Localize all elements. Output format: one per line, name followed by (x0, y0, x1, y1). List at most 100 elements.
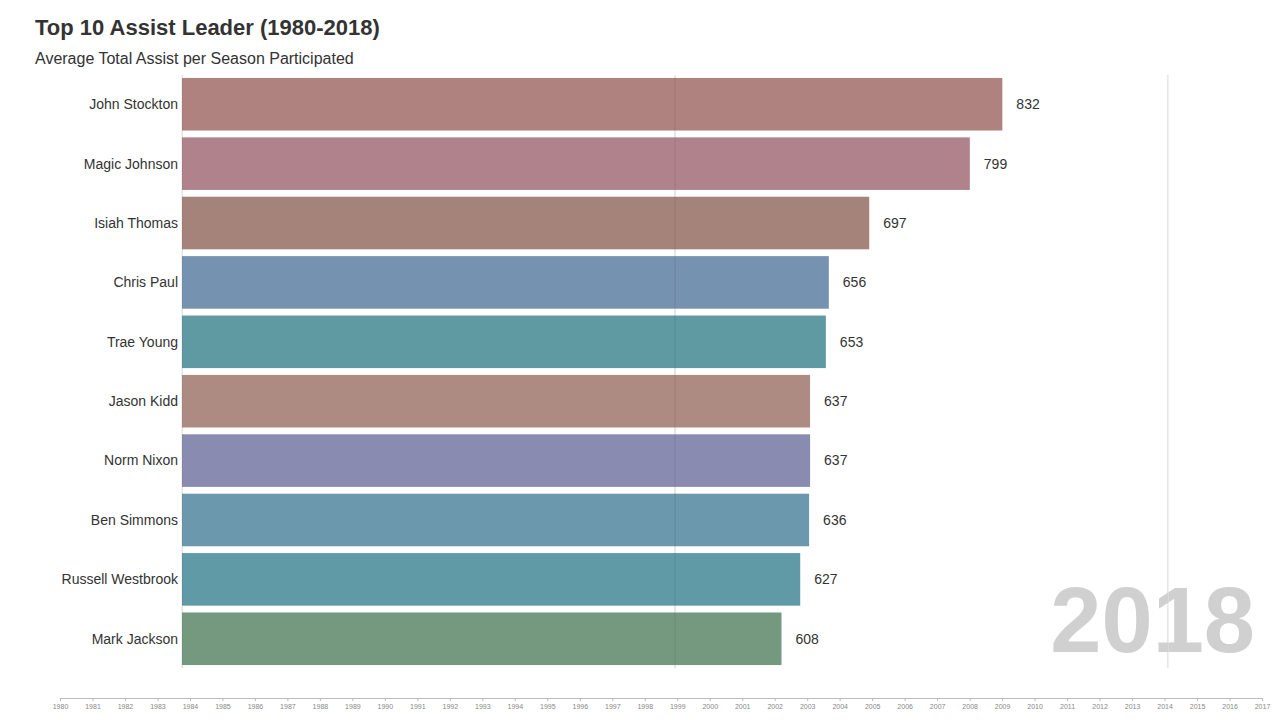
timeline-label: 1980 (53, 703, 69, 710)
grid-line (675, 75, 676, 668)
timeline-label: 2003 (800, 703, 816, 710)
timeline-tick: 2012 (1092, 698, 1108, 710)
timeline-tick-mark (385, 698, 386, 701)
data-label: 653 (840, 334, 864, 350)
category-labels: John StocktonMagic JohnsonIsiah ThomasCh… (62, 96, 179, 647)
timeline-tick-mark (222, 698, 223, 701)
timeline-tick: 2017 (1255, 698, 1271, 710)
data-label: 627 (814, 571, 838, 587)
timeline-label: 1983 (150, 703, 166, 710)
category-label: Russell Westbrook (62, 571, 179, 587)
category-label: Chris Paul (113, 274, 178, 290)
timeline-label: 1998 (637, 703, 653, 710)
timeline-label: 1991 (410, 703, 426, 710)
timeline-tick-mark (710, 698, 711, 701)
timeline-label: 1987 (280, 703, 296, 710)
grid-overlay (182, 75, 1168, 668)
timeline-tick: 1991 (410, 698, 426, 710)
timeline-label: 1999 (670, 703, 686, 710)
timeline-tick: 1995 (540, 698, 556, 710)
timeline-label: 1992 (443, 703, 459, 710)
timeline-tick: 2006 (897, 698, 913, 710)
timeline-tick-mark (60, 698, 61, 701)
timeline-label: 1988 (313, 703, 329, 710)
timeline-tick-mark (1100, 698, 1101, 701)
bar (182, 256, 829, 309)
timeline-tick: 1981 (85, 698, 101, 710)
grid-line (675, 75, 676, 668)
timeline-tick-mark (807, 698, 808, 701)
timeline-tick: 2016 (1222, 698, 1238, 710)
category-label: Isiah Thomas (94, 215, 178, 231)
timeline-tick-mark (1132, 698, 1133, 701)
timeline-tick-mark (352, 698, 353, 701)
data-label: 637 (824, 452, 848, 468)
timeline-tick-mark (287, 698, 288, 701)
grid-line (182, 75, 183, 668)
timeline-label: 2012 (1092, 703, 1108, 710)
timeline-tick-mark (417, 698, 418, 701)
timeline-label: 1996 (572, 703, 588, 710)
timeline-tick: 2009 (995, 698, 1011, 710)
title: Top 10 Assist Leader (1980-2018) (35, 15, 380, 40)
timeline-tick: 2004 (832, 698, 848, 710)
timeline-tick: 2008 (962, 698, 978, 710)
timeline-label: 2007 (930, 703, 946, 710)
timeline-tick: 2011 (1060, 698, 1075, 710)
timeline-tick: 2013 (1125, 698, 1141, 710)
timeline-tick-mark (840, 698, 841, 701)
grid-line (1168, 75, 1169, 668)
bar (182, 316, 826, 369)
timeline-label: 1982 (118, 703, 134, 710)
category-label: Norm Nixon (104, 452, 178, 468)
timeline-tick: 2005 (865, 698, 881, 710)
timeline-tick: 1994 (508, 698, 524, 710)
timeline-tick-mark (1165, 698, 1166, 701)
timeline-label: 1993 (475, 703, 491, 710)
bars (182, 78, 1002, 665)
bar (182, 197, 869, 250)
timeline-label: 2006 (897, 703, 913, 710)
timeline-tick-mark (872, 698, 873, 701)
timeline-tick: 1984 (183, 698, 199, 710)
timeline-tick-mark (1262, 698, 1263, 701)
timeline-tick: 1980 (53, 698, 69, 710)
timeline-tick: 1992 (443, 698, 459, 710)
data-label: 832 (1016, 96, 1040, 112)
data-labels: 832799697656653637637636627608 (795, 96, 1039, 647)
timeline-tick-mark (580, 698, 581, 701)
timeline-tick-mark (677, 698, 678, 701)
timeline-tick: 1997 (605, 698, 621, 710)
timeline-label: 2017 (1255, 703, 1271, 710)
grid-line (1168, 75, 1169, 668)
bar (182, 137, 970, 190)
timeline-tick: 2001 (735, 698, 751, 710)
bar (182, 375, 810, 428)
timeline-tick-mark (937, 698, 938, 701)
chart: Top 10 Assist Leader (1980-2018)Average … (0, 0, 1280, 720)
timeline-tick-mark (515, 698, 516, 701)
year-annotation: 2018 (1050, 569, 1255, 671)
timeline-tick: 2015 (1190, 698, 1206, 710)
timeline-axis: 1980198119821983198419851986198719881989… (53, 698, 1271, 710)
data-label: 656 (843, 274, 867, 290)
timeline-line (61, 699, 1263, 702)
bar (182, 553, 800, 606)
timeline-label: 1981 (85, 703, 101, 710)
timeline-tick: 2002 (767, 698, 783, 710)
timeline-label: 2015 (1190, 703, 1206, 710)
category-label: Mark Jackson (92, 631, 178, 647)
timeline-tick-mark (970, 698, 971, 701)
timeline-tick: 1996 (572, 698, 588, 710)
bar (182, 612, 781, 665)
timeline-tick-mark (1230, 698, 1231, 701)
bar (182, 494, 809, 547)
timeline-tick: 1990 (378, 698, 394, 710)
timeline-tick-mark (92, 698, 93, 701)
timeline-label: 2001 (735, 703, 751, 710)
timeline-tick-mark (547, 698, 548, 701)
timeline-label: 2005 (865, 703, 881, 710)
timeline-label: 2011 (1060, 703, 1075, 710)
timeline-label: 1985 (215, 703, 231, 710)
timeline-tick-mark (905, 698, 906, 701)
